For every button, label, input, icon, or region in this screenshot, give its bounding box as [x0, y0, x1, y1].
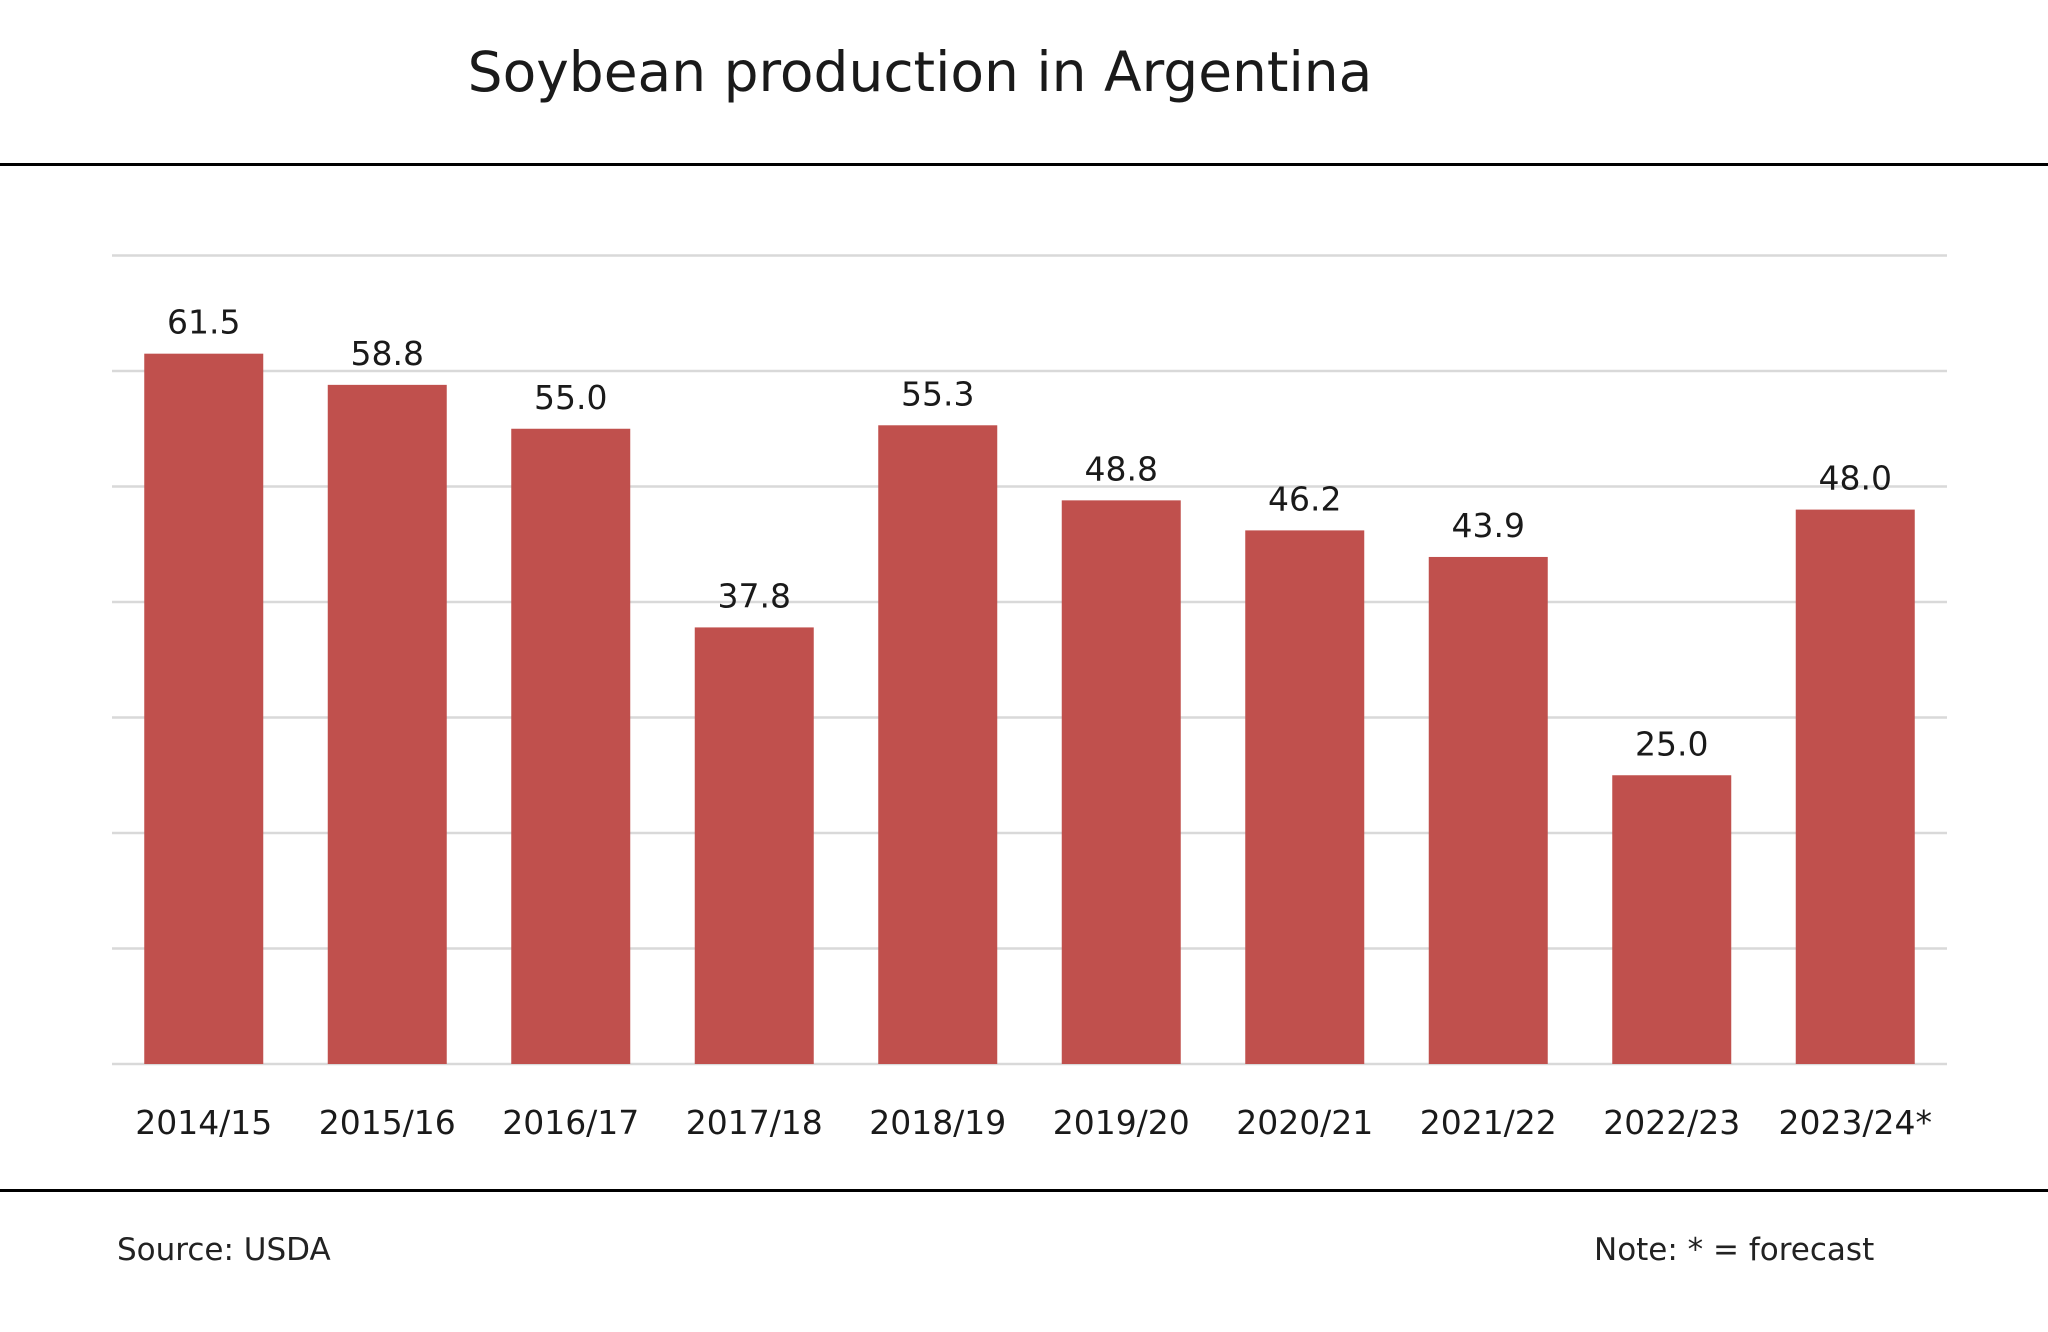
x-tick-label: 2022/23: [1603, 1103, 1740, 1142]
x-tick-labels: 2014/15 2015/16 2016/17 2017/18 2018/19 2019/…: [135, 1103, 1932, 1142]
bar: [1428, 556, 1548, 1064]
data-label: 61.5: [167, 303, 240, 342]
data-label: 25.0: [1635, 724, 1708, 763]
data-label: 37.8: [718, 576, 791, 615]
chart-title: Soybean production in Argentina: [467, 40, 1373, 104]
bar: [878, 425, 998, 1064]
x-tick-label: 2021/22: [1420, 1103, 1557, 1142]
data-label: 43.9: [1452, 506, 1525, 545]
bar: [1245, 530, 1365, 1064]
x-tick-label: 2016/17: [502, 1103, 639, 1142]
x-tick-label: 2017/18: [686, 1103, 823, 1142]
data-label: 55.0: [534, 378, 607, 417]
data-labels: 61.5 58.8 55.0 37.8 55.3 48.8 46.2 43.9 25.0 48.0: [167, 303, 1892, 764]
data-label: 58.8: [351, 334, 424, 373]
x-tick-label: 2014/15: [135, 1103, 272, 1142]
data-label: 55.3: [901, 374, 974, 413]
bottom-divider: [0, 1189, 2048, 1192]
bar: [144, 353, 264, 1064]
data-label: 46.2: [1268, 479, 1341, 518]
bar: [1061, 500, 1181, 1064]
bar: [1612, 775, 1732, 1064]
data-label: 48.0: [1819, 459, 1892, 498]
bar: [511, 428, 631, 1064]
bar-chart: 61.5 58.8 55.0 37.8 55.3 48.8 46.2 43.9 25.0 48.0…: [112, 254, 1947, 1142]
x-tick-label: 2018/19: [869, 1103, 1006, 1142]
bar: [327, 384, 447, 1064]
bar: [694, 627, 814, 1064]
source-note: Source: USDA: [117, 1232, 331, 1268]
x-tick-label: 2023/24*: [1778, 1103, 1932, 1142]
bar: [1795, 509, 1915, 1065]
x-tick-label: 2015/16: [319, 1103, 456, 1142]
forecast-note: Note: * = forecast: [1594, 1232, 1875, 1268]
data-label: 48.8: [1085, 449, 1158, 488]
x-tick-label: 2020/21: [1236, 1103, 1373, 1142]
bars: [144, 353, 1915, 1065]
top-divider: [0, 163, 2048, 166]
x-tick-label: 2019/20: [1053, 1103, 1190, 1142]
